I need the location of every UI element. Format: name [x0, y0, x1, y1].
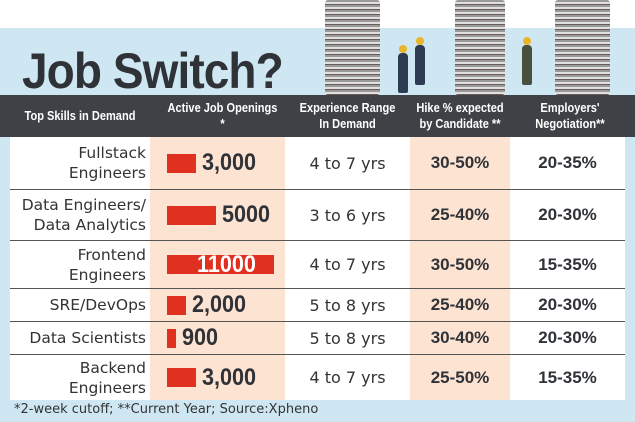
- openings-value: 11000: [197, 250, 256, 278]
- employer-negotiation: 20-35%: [538, 153, 597, 172]
- employer-negotiation: 20-30%: [538, 295, 597, 314]
- table-row: SRE/DevOps 2,000 5 to 8 yrs 25-40% 20-30…: [10, 288, 625, 321]
- page-title: Job Switch?: [22, 43, 284, 99]
- hike-expected: 30-40%: [430, 328, 490, 347]
- table-row: Fullstack Engineers 3,000 4 to 7 yrs 30-…: [10, 137, 625, 189]
- experience-range: 5 to 8 yrs: [309, 295, 386, 315]
- skill-name: SRE/DevOps: [49, 296, 146, 314]
- openings-value: 2,000: [192, 291, 247, 318]
- skill-name: Data Engineers/ Data Analytics: [21, 196, 146, 234]
- experience-range: 4 to 7 yrs: [309, 255, 386, 274]
- openings-cell: 11000: [167, 241, 297, 288]
- hike-expected: 25-40%: [430, 205, 490, 224]
- column-header: Experience Range In Demand: [299, 100, 396, 131]
- skill-name: Backend Engineers: [68, 358, 146, 397]
- experience-range: 4 to 7 yrs: [309, 368, 386, 387]
- skill-name: Fullstack Engineers: [68, 144, 146, 182]
- table-row: Frontend Engineers 11000 4 to 7 yrs 30-5…: [10, 240, 625, 288]
- footnote: *2-week cutoff; **Current Year; Source:X…: [14, 402, 319, 417]
- openings-bar: [167, 205, 216, 225]
- openings-bar: [167, 153, 196, 173]
- openings-bar: [167, 255, 274, 274]
- hike-expected: 30-50%: [430, 153, 490, 172]
- skill-name: Data Scientists: [29, 329, 146, 347]
- table-row: Data Engineers/ Data Analytics 5000 3 to…: [10, 189, 625, 240]
- openings-cell: 2,000: [167, 289, 297, 321]
- openings-value: 3,000: [202, 363, 257, 391]
- column-header: Employers' Negotiation**: [535, 100, 605, 131]
- employer-negotiation: 15-35%: [538, 254, 597, 274]
- column-header: Active Job Openings *: [167, 100, 278, 131]
- experience-range: 3 to 6 yrs: [309, 205, 386, 225]
- column-header: Top Skills in Demand: [24, 108, 136, 123]
- employer-negotiation: 20-30%: [538, 328, 597, 347]
- openings-cell: 900: [167, 322, 297, 354]
- skill-name: Frontend Engineers: [68, 245, 146, 284]
- hike-expected: 30-50%: [430, 254, 490, 274]
- openings-cell: 5000: [167, 190, 297, 240]
- openings-bar: [167, 295, 186, 315]
- openings-value: 5000: [222, 201, 271, 228]
- column-header: Hike % expected by Candidate **: [416, 100, 504, 131]
- openings-value: 3,000: [202, 149, 257, 176]
- table-header: Top Skills in Demand Active Job Openings…: [0, 95, 635, 137]
- openings-value: 900: [182, 324, 219, 351]
- openings-cell: 3,000: [167, 355, 297, 400]
- table-row: Data Scientists 900 5 to 8 yrs 30-40% 20…: [10, 321, 625, 354]
- experience-range: 4 to 7 yrs: [309, 153, 386, 173]
- openings-bar: [167, 328, 176, 348]
- skills-table: Fullstack Engineers 3,000 4 to 7 yrs 30-…: [10, 137, 625, 400]
- hike-expected: 25-50%: [430, 367, 490, 387]
- table-row: Backend Engineers 3,000 4 to 7 yrs 25-50…: [10, 354, 625, 400]
- employer-negotiation: 15-35%: [538, 367, 597, 387]
- hike-expected: 25-40%: [430, 295, 490, 314]
- openings-bar: [167, 368, 196, 387]
- openings-cell: 3,000: [167, 137, 297, 189]
- experience-range: 5 to 8 yrs: [309, 328, 386, 348]
- employer-negotiation: 20-30%: [538, 205, 597, 224]
